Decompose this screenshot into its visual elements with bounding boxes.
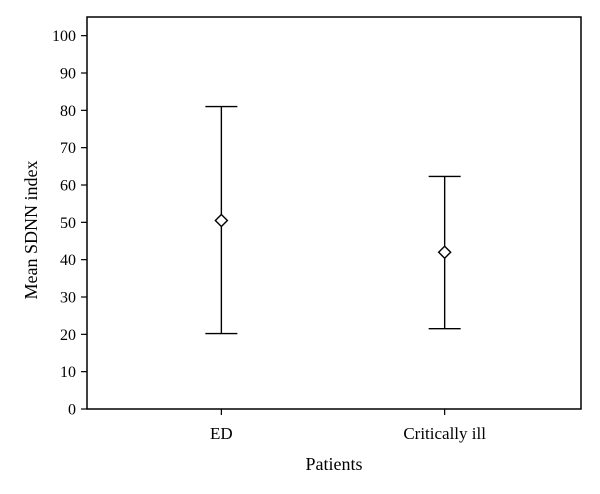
y-tick-label: 20 <box>60 327 76 344</box>
mean-diamond-marker <box>214 213 229 228</box>
y-tick-label: 70 <box>60 140 76 157</box>
plot-frame <box>86 16 582 410</box>
y-tick-label: 80 <box>60 103 76 120</box>
y-tick-label: 10 <box>60 364 76 381</box>
x-category-label: ED <box>210 424 233 443</box>
y-tick-label: 50 <box>60 215 76 232</box>
y-tick-label: 0 <box>68 402 76 419</box>
series-marks <box>205 105 461 335</box>
y-tick-label: 40 <box>60 252 76 269</box>
mean-diamond-marker <box>437 245 452 260</box>
x-axis-title: Patients <box>306 454 363 474</box>
y-axis-ticks: 0 10 20 30 40 50 60 70 80 90 100 <box>52 28 87 419</box>
error-bar-2 <box>428 175 461 330</box>
y-tick-label: 60 <box>60 178 76 195</box>
y-tick-label: 30 <box>60 290 76 307</box>
x-axis-categories: ED Critically ill <box>210 409 486 443</box>
y-tick-label: 100 <box>52 28 76 45</box>
x-category-label: Critically ill <box>403 424 486 443</box>
y-tick-label: 90 <box>60 66 76 83</box>
error-bar-1 <box>205 105 238 335</box>
y-axis-title: Mean SDNN index <box>21 161 41 300</box>
